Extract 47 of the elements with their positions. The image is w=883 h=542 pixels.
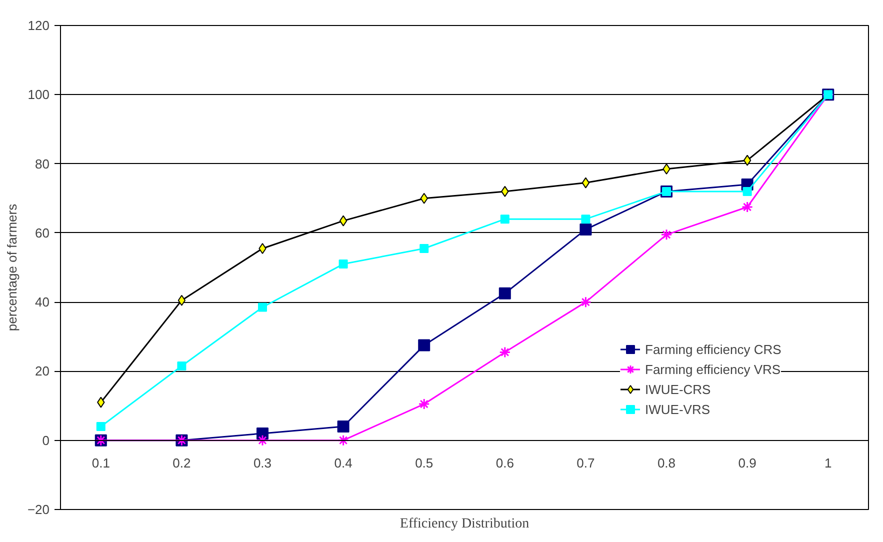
x-tick-label: 0.1 <box>92 455 110 470</box>
point <box>339 215 348 226</box>
point <box>178 294 186 306</box>
y-tick-label: −20 <box>27 502 50 517</box>
point <box>418 398 430 410</box>
x-tick-label: 0.6 <box>496 455 514 470</box>
point <box>177 362 186 371</box>
point <box>338 260 348 269</box>
point <box>582 177 590 188</box>
point <box>499 346 511 358</box>
x-axis-title: Efficiency Distribution <box>400 516 530 532</box>
point <box>96 422 106 432</box>
point <box>500 214 510 224</box>
legend-label: Farming efficiency CRS <box>645 342 782 356</box>
x-tick-label: 0.7 <box>576 455 595 470</box>
point <box>581 214 590 224</box>
x-tick-label: 0.9 <box>738 455 756 470</box>
point <box>580 223 592 236</box>
point <box>338 434 350 446</box>
y-tick-label: 120 <box>28 18 50 33</box>
y-tick-label: 80 <box>35 156 50 172</box>
point <box>258 302 267 312</box>
legend-label: Farming efficiency VRS <box>645 362 781 376</box>
point <box>256 434 268 446</box>
point <box>743 154 752 166</box>
x-tick-label: 1 <box>824 455 832 470</box>
y-tick-label: 0 <box>42 432 50 448</box>
legend-label: IWUE-VRS <box>645 402 710 416</box>
y-tick-label: 60 <box>35 225 50 240</box>
x-tick-label: 0.5 <box>415 455 434 470</box>
point <box>742 201 754 213</box>
point <box>660 228 672 240</box>
point <box>580 296 592 308</box>
x-tick-label: 0.2 <box>172 455 191 470</box>
y-tick-label: 20 <box>35 364 50 379</box>
x-tick-label: 0.3 <box>253 455 272 470</box>
point <box>337 420 350 433</box>
x-tick-label: 0.8 <box>657 455 676 470</box>
point <box>742 186 752 196</box>
point <box>418 339 430 352</box>
y-tick-label: 100 <box>28 87 50 102</box>
y-tick-label: 40 <box>35 294 50 310</box>
y-axis-title: percentage of farmers <box>4 203 20 332</box>
point <box>498 287 511 300</box>
legend-label: IWUE-CRS <box>645 382 711 396</box>
point <box>420 244 429 253</box>
x-tick-label: 0.4 <box>334 455 352 470</box>
